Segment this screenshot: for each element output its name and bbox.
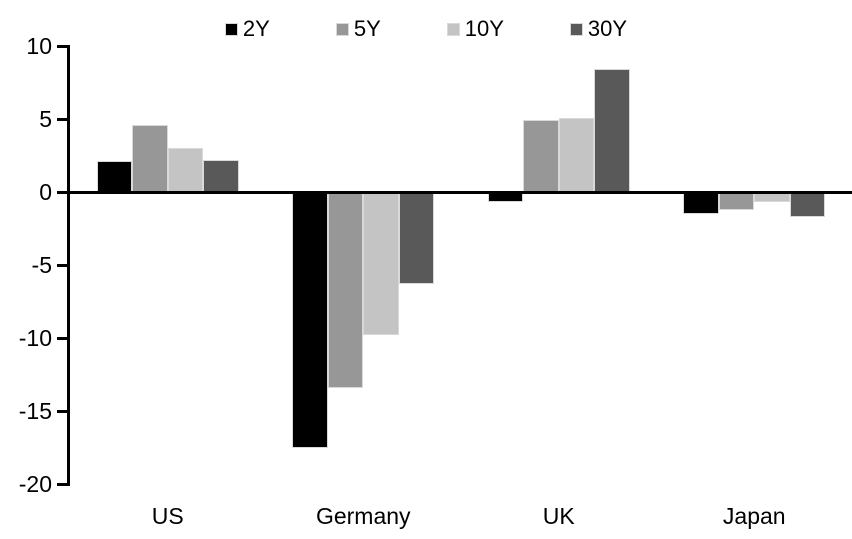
- y-axis-tick: [57, 190, 70, 194]
- bar-us-2y: [96, 161, 133, 192]
- y-axis-tick-label: -15: [18, 398, 52, 424]
- legend-swatch-5y: [335, 22, 349, 36]
- y-axis-tick: [57, 336, 70, 340]
- x-axis-label-japan: Japan: [722, 503, 786, 529]
- legend-item-10y: 10Y: [446, 16, 504, 42]
- bar-us-10y: [167, 148, 204, 192]
- legend-item-2y: 2Y: [224, 16, 270, 42]
- y-axis-tick-label: -10: [18, 325, 52, 351]
- legend-label: 5Y: [353, 16, 381, 41]
- y-axis-tick: [57, 482, 70, 486]
- bar-japan-30y: [789, 192, 826, 217]
- y-axis-tick-label: -20: [18, 471, 52, 497]
- bar-uk-2y: [487, 192, 524, 203]
- bar-uk-30y: [594, 69, 630, 192]
- y-axis-tick-label: -5: [31, 252, 52, 278]
- bar-japan-2y: [683, 192, 719, 214]
- y-axis-tick: [57, 117, 70, 121]
- y-axis-tick-label: 0: [39, 179, 52, 205]
- x-axis-label-uk: UK: [542, 503, 575, 529]
- legend-swatch-2y: [224, 22, 238, 36]
- y-axis-tick: [57, 263, 70, 267]
- bar-germany-2y: [292, 192, 328, 448]
- legend-label: 30Y: [587, 16, 628, 41]
- legend: 2Y 5Y 10Y 30Y: [0, 16, 852, 42]
- y-axis-tick-label: 10: [26, 33, 52, 59]
- legend-item-30y: 30Y: [569, 16, 628, 42]
- bar-germany-10y: [363, 192, 399, 336]
- legend-label: 10Y: [464, 16, 504, 41]
- bar-uk-10y: [558, 117, 595, 192]
- bar-germany-5y: [327, 192, 364, 388]
- bar-japan-10y: [754, 192, 790, 203]
- x-axis-label-germany: Germany: [315, 503, 411, 529]
- y-axis-tick: [57, 409, 70, 413]
- bar-japan-5y: [718, 192, 755, 210]
- y-axis-tick-label: 5: [39, 106, 52, 132]
- legend-label: 2Y: [242, 16, 270, 41]
- legend-swatch-10y: [446, 22, 460, 36]
- legend-swatch-30y: [569, 22, 583, 36]
- y-axis-tick: [57, 44, 70, 48]
- bar-us-30y: [203, 159, 239, 192]
- bar-germany-30y: [398, 192, 435, 284]
- x-axis-label-us: US: [151, 503, 184, 529]
- bar-uk-5y: [523, 120, 559, 192]
- bar-us-5y: [132, 124, 168, 192]
- legend-item-5y: 5Y: [335, 16, 381, 42]
- x-axis-zero-line: [67, 190, 852, 194]
